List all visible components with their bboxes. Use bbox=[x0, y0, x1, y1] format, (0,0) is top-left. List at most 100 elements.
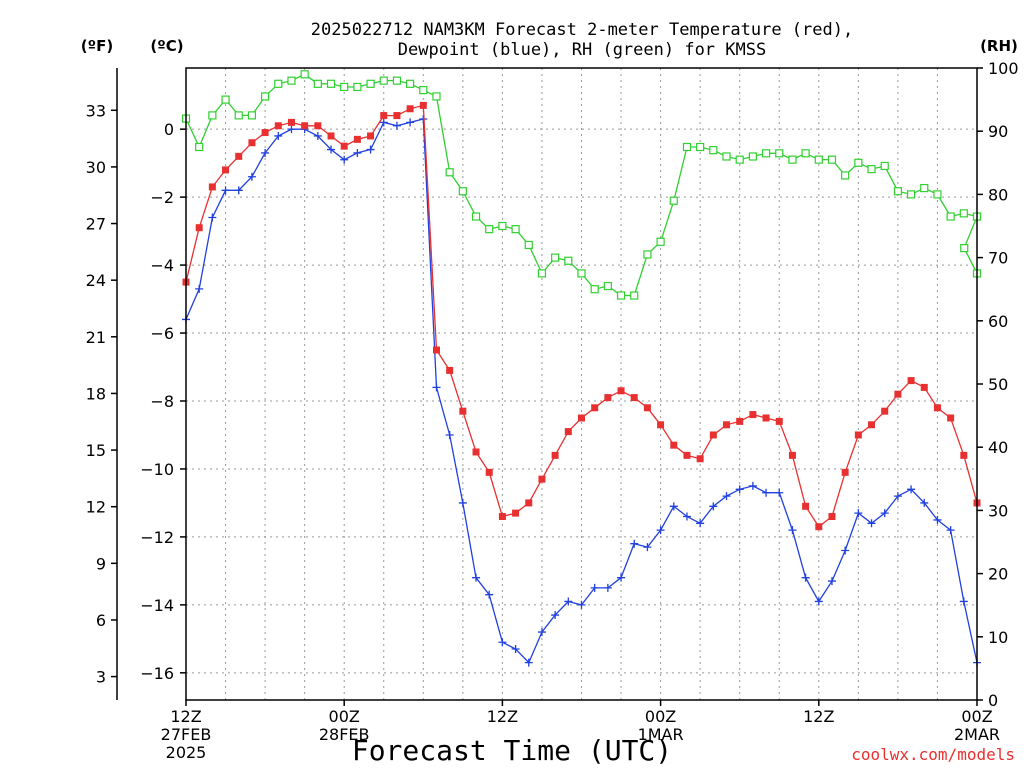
dewpoint-point bbox=[880, 509, 889, 518]
celsius-tick-label: −16 bbox=[140, 664, 174, 683]
rh-point bbox=[458, 187, 467, 196]
rh-point bbox=[485, 225, 494, 234]
celsius-tick-label: 0 bbox=[164, 120, 174, 139]
temperature-point bbox=[868, 421, 876, 429]
temperature-point bbox=[314, 122, 322, 130]
temperature-point bbox=[340, 142, 348, 150]
temperature-point bbox=[195, 224, 203, 232]
x-tick-label-line: 00Z bbox=[329, 707, 360, 726]
temperature-point bbox=[432, 346, 440, 354]
rh-point bbox=[643, 250, 652, 259]
rh-point bbox=[656, 237, 665, 246]
dewpoint-point bbox=[590, 583, 599, 592]
temperature-point bbox=[261, 129, 269, 137]
dewpoint-point bbox=[920, 498, 929, 507]
rh-point bbox=[775, 149, 784, 158]
rh-point bbox=[551, 253, 560, 262]
temperature-point bbox=[459, 407, 467, 415]
x-tick-label-line: 12Z bbox=[170, 707, 201, 726]
rh-tick-label: 60 bbox=[988, 312, 1008, 331]
temperature-point bbox=[538, 475, 546, 483]
temperature-point bbox=[749, 411, 757, 419]
rh-point bbox=[261, 92, 270, 101]
rh-point bbox=[524, 240, 533, 250]
dewpoint-point bbox=[709, 502, 718, 511]
dewpoint-point bbox=[551, 611, 560, 620]
celsius-tick-label: −6 bbox=[150, 324, 174, 343]
dewpoint-point bbox=[366, 145, 375, 154]
dewpoint-point bbox=[696, 519, 705, 528]
dewpoint-point bbox=[261, 148, 270, 157]
x-tick-label-line: 27FEB bbox=[161, 725, 212, 744]
temperature-point bbox=[512, 509, 520, 517]
dewpoint-point bbox=[735, 485, 744, 494]
rh-point bbox=[814, 155, 823, 164]
dewpoint-point bbox=[959, 597, 968, 606]
rh-point bbox=[722, 152, 731, 161]
fahrenheit-unit-label: (ºF) bbox=[81, 37, 113, 55]
rh-point bbox=[445, 168, 454, 177]
x-tick-label-line: 28FEB bbox=[319, 725, 370, 744]
rh-point bbox=[841, 171, 850, 180]
temperature-point bbox=[736, 417, 744, 425]
temperature-point bbox=[709, 431, 717, 439]
chart-title-line-2: Dewpoint (blue), RH (green) for KMSS bbox=[398, 40, 766, 60]
dewpoint-point bbox=[221, 186, 230, 195]
x-tick-label: 00Z 28FEB bbox=[319, 707, 370, 744]
dewpoint-point bbox=[485, 590, 494, 599]
fahrenheit-tick-label: 3 bbox=[96, 668, 106, 687]
temperature-point bbox=[393, 112, 401, 120]
dewpoint-point bbox=[630, 539, 639, 548]
temperature-point bbox=[775, 417, 783, 425]
temperature-point bbox=[657, 421, 665, 429]
x-tick-label-line: 1MAR bbox=[638, 725, 684, 744]
dewpoint-point bbox=[841, 546, 850, 555]
rh-point bbox=[419, 86, 428, 95]
dewpoint-series bbox=[182, 114, 981, 667]
rh-point bbox=[827, 155, 837, 164]
dewpoint-point bbox=[353, 148, 362, 157]
dewpoint-point bbox=[537, 628, 546, 637]
temperature-point bbox=[696, 455, 704, 463]
dewpoint-point bbox=[511, 645, 520, 654]
x-tick-label-line: 2025 bbox=[166, 743, 207, 762]
rh-point bbox=[221, 95, 230, 104]
dewpoint-point bbox=[406, 118, 415, 127]
temperature-point bbox=[630, 394, 638, 402]
dewpoint-point bbox=[854, 509, 863, 518]
rh-point bbox=[630, 291, 639, 300]
temperature-point bbox=[960, 451, 968, 459]
fahrenheit-tick-label: 15 bbox=[86, 441, 106, 460]
rh-point bbox=[788, 155, 797, 164]
rh-point bbox=[801, 149, 810, 158]
rh-tick-label: 70 bbox=[988, 249, 1008, 268]
rh-point bbox=[234, 111, 243, 120]
rh-point bbox=[920, 183, 929, 193]
rh-point bbox=[603, 281, 612, 291]
temperature-point bbox=[841, 468, 849, 476]
x-tick-label: 12Z bbox=[803, 707, 834, 726]
dewpoint-point bbox=[946, 526, 955, 535]
dewpoint-point bbox=[801, 573, 810, 582]
temperature-point bbox=[828, 513, 836, 521]
rh-point bbox=[208, 111, 217, 120]
dewpoint-point bbox=[907, 485, 916, 494]
rh-point bbox=[906, 190, 916, 199]
temperature-point bbox=[815, 523, 823, 531]
fahrenheit-tick-label: 12 bbox=[86, 498, 106, 517]
temperature-point bbox=[525, 499, 533, 507]
dewpoint-point bbox=[788, 526, 797, 535]
dewpoint-point bbox=[748, 481, 757, 490]
fahrenheit-tick-label: 33 bbox=[86, 101, 106, 120]
rh-point bbox=[511, 225, 520, 234]
credit-text: coolwx.com/models bbox=[851, 745, 1015, 764]
temperature-point bbox=[920, 383, 928, 391]
dewpoint-point bbox=[327, 145, 336, 154]
temperature-point bbox=[854, 431, 862, 439]
celsius-tick-label: −4 bbox=[150, 256, 174, 275]
dewpoint-point bbox=[656, 526, 665, 535]
x-tick-label: 12Z bbox=[487, 707, 518, 726]
dewpoint-point bbox=[458, 498, 467, 507]
temperature-point bbox=[248, 139, 256, 147]
rh-tick-label: 0 bbox=[988, 691, 998, 710]
